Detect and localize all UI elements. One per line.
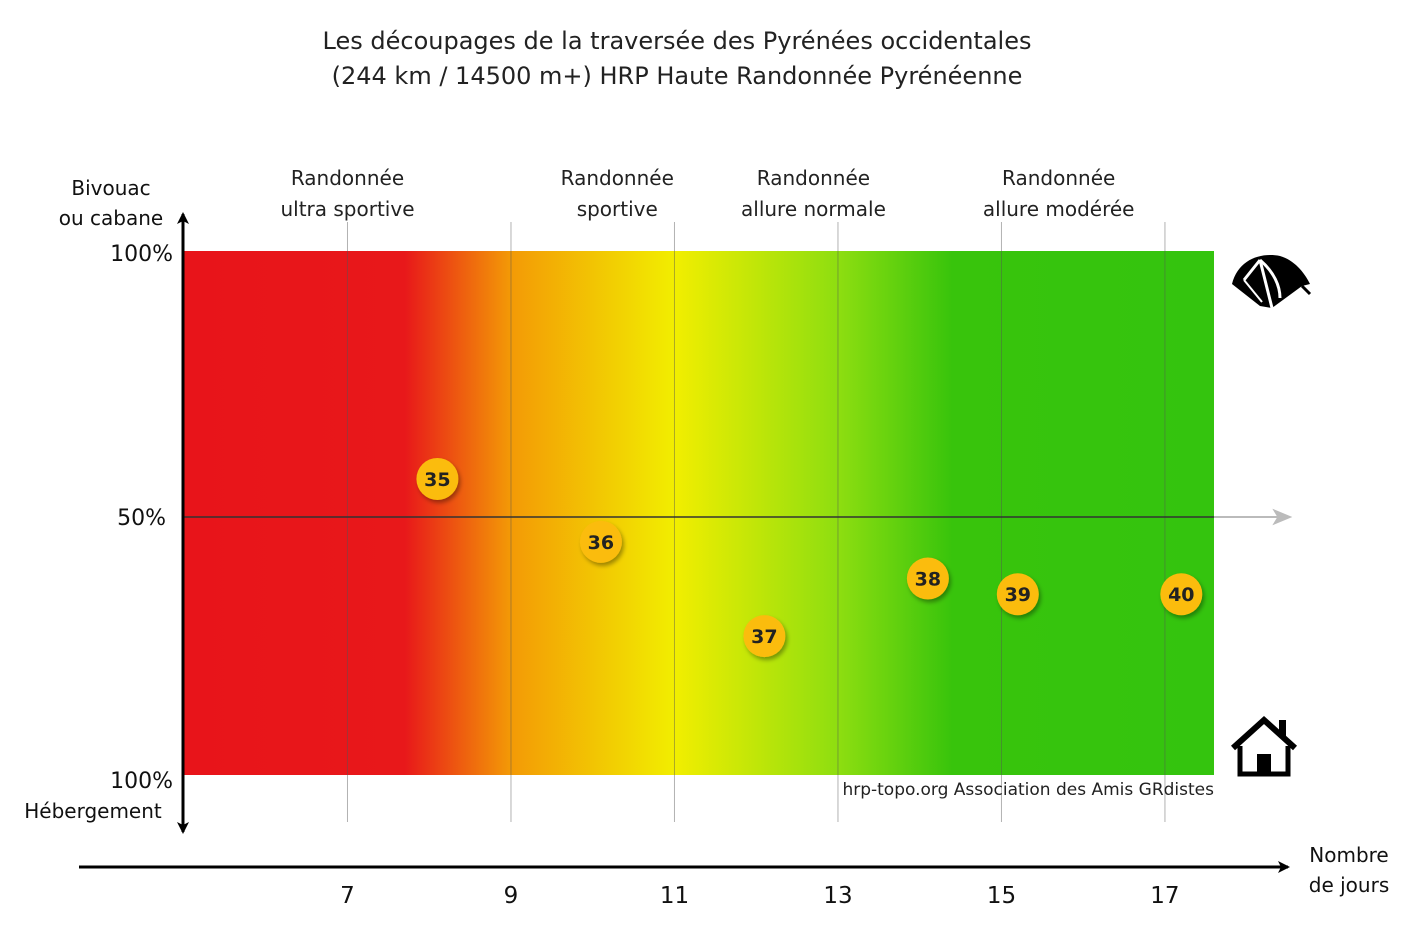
- data-markers: 35 36 37 38 39 40: [416, 457, 1203, 658]
- x-tick-label: 11: [660, 883, 689, 909]
- zone-label-1-line1: Randonnée: [291, 166, 404, 190]
- x-axis-label-line2: de jours: [1309, 873, 1389, 897]
- data-point-39: 39: [996, 573, 1039, 616]
- x-axis-label-line1: Nombre: [1309, 843, 1388, 867]
- data-point-marker: [743, 615, 786, 658]
- chart-title: Les découpages de la traversée des Pyrén…: [323, 27, 1032, 55]
- zone-label-4-line1: Randonnée: [1002, 166, 1115, 190]
- zone-label-2-line2: sportive: [577, 197, 658, 221]
- zone-label-3-line1: Randonnée: [757, 166, 870, 190]
- x-tick-label: 13: [823, 883, 852, 909]
- x-tick-labels: 7 9 11 13 15 17: [340, 883, 1179, 909]
- plot-area: [184, 251, 1214, 775]
- data-point-marker: [579, 520, 622, 563]
- y-tick-middle: 50%: [117, 506, 166, 531]
- grid-lines: [346, 222, 1166, 822]
- data-point-label: 40: [1168, 584, 1194, 606]
- chart-subtitle: (244 km / 14500 m+) HRP Haute Randonnée …: [332, 62, 1023, 90]
- tent-icon: [1232, 255, 1312, 309]
- x-tick-label: 15: [987, 883, 1016, 909]
- data-point-35: 35: [416, 457, 459, 500]
- y-bottom-label: Hébergement: [24, 799, 162, 823]
- data-point-label: 39: [1005, 584, 1031, 606]
- zone-label-4-line2: allure modérée: [983, 197, 1135, 221]
- zone-label-2-line1: Randonnée: [561, 166, 674, 190]
- data-point-marker: [906, 557, 949, 600]
- data-point-marker: [416, 457, 459, 500]
- house-icon: [1230, 715, 1298, 777]
- data-point-36: 36: [579, 520, 622, 563]
- data-point-label: 35: [424, 469, 450, 491]
- data-point-label: 38: [915, 569, 941, 591]
- data-point-40: 40: [1160, 573, 1203, 616]
- data-point-label: 37: [751, 626, 777, 648]
- data-point-marker: [996, 573, 1039, 616]
- y-top-label-line2: ou cabane: [59, 206, 163, 230]
- data-point-label: 36: [588, 532, 614, 554]
- x-tick-label: 17: [1150, 883, 1179, 909]
- data-point-marker: [1160, 573, 1203, 616]
- y-tick-top: 100%: [110, 242, 173, 267]
- data-point-37: 37: [743, 615, 786, 658]
- y-tick-bottom: 100%: [110, 769, 173, 794]
- data-point-38: 38: [906, 557, 949, 600]
- zone-label-3-line2: allure normale: [741, 197, 886, 221]
- x-tick-label: 9: [504, 883, 519, 909]
- zone-label-1-line2: ultra sportive: [280, 197, 414, 221]
- x-tick-label: 7: [340, 883, 355, 909]
- credit-text: hrp-topo.org Association des Amis GRdist…: [842, 780, 1214, 800]
- zone-labels: Randonnée ultra sportive Randonnée sportive…: [280, 166, 1134, 221]
- y-top-label-line1: Bivouac: [71, 176, 150, 200]
